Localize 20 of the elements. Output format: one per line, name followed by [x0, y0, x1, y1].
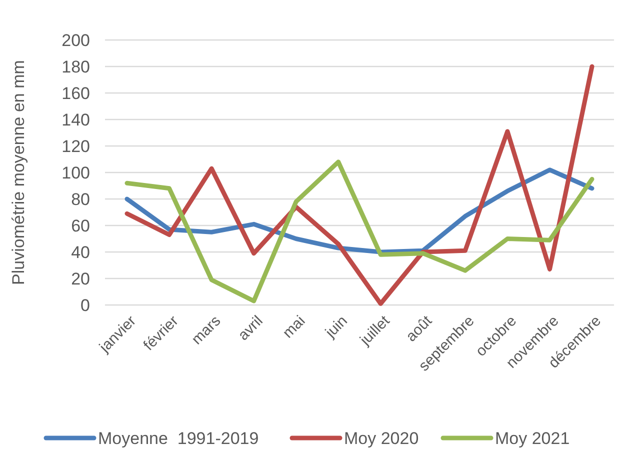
- y-tick-label: 180: [62, 57, 90, 76]
- y-tick-label: 140: [62, 110, 90, 130]
- y-tick-label: 80: [71, 190, 90, 209]
- y-tick-label: 0: [80, 296, 90, 315]
- legend-label: Moyenne 1991-2019: [98, 428, 259, 448]
- y-tick-label: 20: [71, 269, 90, 288]
- y-tick-label: 160: [62, 84, 90, 103]
- y-tick-label: 200: [62, 30, 90, 50]
- y-tick-label: 120: [62, 136, 90, 156]
- x-tick-label: mai: [280, 312, 309, 342]
- line-series: [124, 64, 594, 306]
- legend-label: Moy 2020: [344, 428, 419, 448]
- legend-label: Moy 2021: [495, 428, 570, 448]
- y-tick-label: 100: [62, 163, 90, 182]
- x-tick-label: juin: [322, 312, 351, 342]
- y-tick-label: 40: [71, 242, 90, 262]
- y-tick-label: 60: [71, 216, 90, 236]
- line-series: [124, 160, 594, 304]
- x-tick-label: avril: [234, 312, 266, 344]
- y-axis-title: Pluviométrie moyenne en mm: [9, 60, 28, 285]
